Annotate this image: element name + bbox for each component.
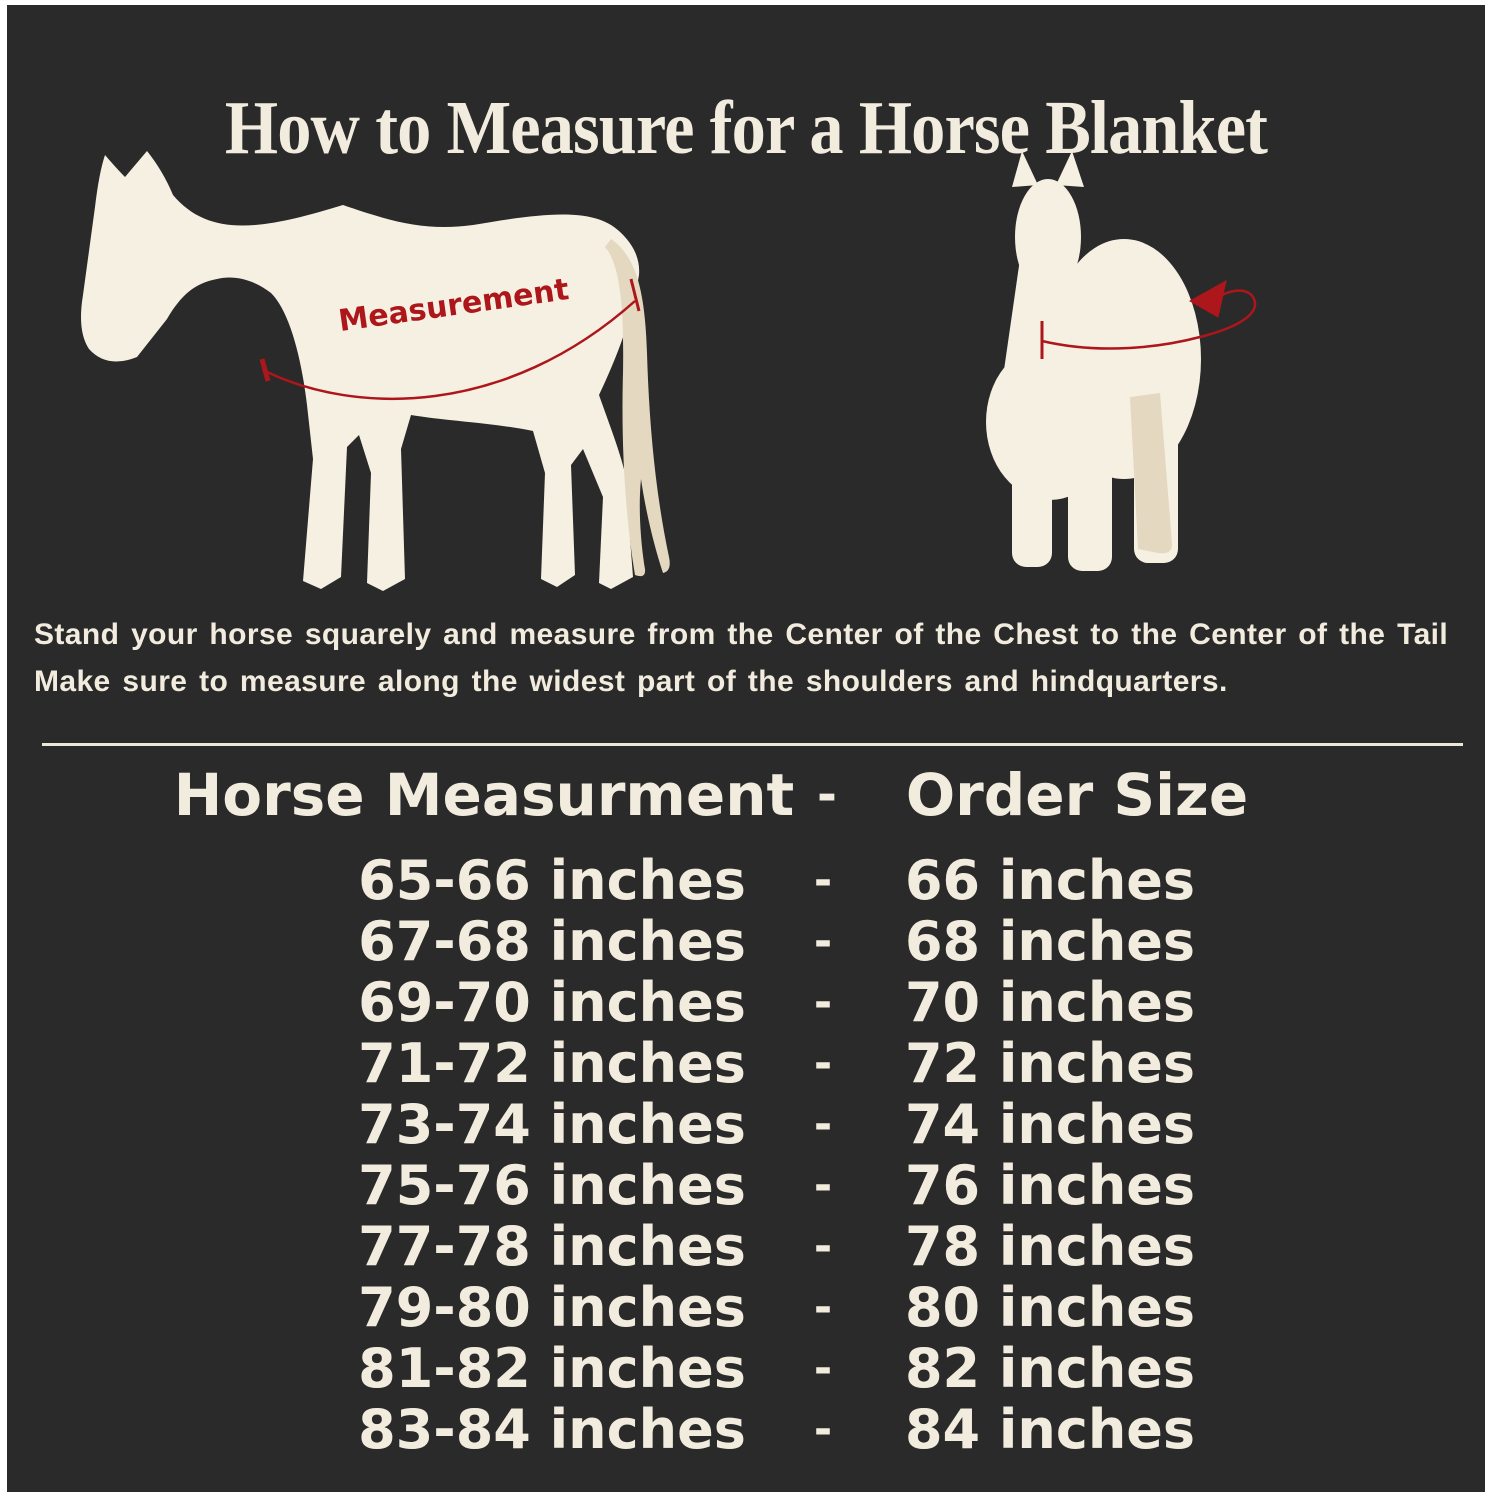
table-row: 83-84 inches - 84 inches (7, 1399, 1491, 1460)
page-title: How to Measure for a Horse Blanket (224, 85, 1268, 170)
measuring-instructions: Stand your horse squarely and measure fr… (34, 611, 1475, 705)
row-separator: - (813, 1343, 833, 1394)
row-order-size: 66 inches (904, 849, 1196, 912)
table-row: 73-74 inches - 74 inches (7, 1094, 1491, 1155)
front-horse-tail (1130, 393, 1173, 554)
table-row: 71-72 inches - 72 inches (7, 1033, 1491, 1094)
divider-line (42, 743, 1463, 746)
row-order-size: 80 inches (904, 1276, 1196, 1339)
front-horse-diagram (986, 151, 1257, 571)
measurement-end-tick (629, 278, 641, 312)
header-separator: - (817, 767, 837, 823)
row-measurement: 75-76 inches (358, 1154, 746, 1217)
row-separator: - (813, 1282, 833, 1333)
table-row: 65-66 inches - 66 inches (7, 850, 1491, 911)
row-measurement: 71-72 inches (358, 1032, 746, 1095)
row-measurement: 73-74 inches (358, 1093, 746, 1156)
row-separator: - (813, 1221, 833, 1272)
row-measurement: 67-68 inches (358, 910, 746, 973)
measurement-line (264, 300, 636, 401)
girth-arrowhead (1188, 280, 1227, 318)
row-order-size: 68 inches (904, 910, 1196, 973)
row-measurement: 81-82 inches (358, 1337, 746, 1400)
table-row: 69-70 inches - 70 inches (7, 972, 1491, 1033)
row-order-size: 74 inches (904, 1093, 1196, 1156)
table-row: 81-82 inches - 82 inches (7, 1338, 1491, 1399)
row-measurement: 65-66 inches (358, 849, 746, 912)
header-horse-measurement: Horse Measurment (173, 761, 795, 829)
row-separator: - (813, 916, 833, 967)
row-order-size: 72 inches (904, 1032, 1196, 1095)
row-order-size: 76 inches (904, 1154, 1196, 1217)
row-measurement: 77-78 inches (358, 1215, 746, 1278)
row-measurement: 69-70 inches (358, 971, 746, 1034)
row-order-size: 70 inches (904, 971, 1196, 1034)
table-row: 79-80 inches - 80 inches (7, 1277, 1491, 1338)
size-table-header: Horse Measurment - Order Size (7, 759, 1491, 831)
row-measurement: 83-84 inches (358, 1398, 746, 1461)
table-row: 77-78 inches - 78 inches (7, 1216, 1491, 1277)
side-horse-tail (605, 239, 670, 577)
infographic-panel: How to Measure for a Horse Blanket Measu… (7, 5, 1485, 1492)
row-separator: - (813, 1160, 833, 1211)
table-row: 67-68 inches - 68 inches (7, 911, 1491, 972)
header-order-size: Order Size (905, 761, 1249, 829)
measurement-start-tick (259, 358, 271, 382)
row-separator: - (813, 1099, 833, 1150)
table-row: 75-76 inches - 76 inches (7, 1155, 1491, 1216)
row-order-size: 82 inches (904, 1337, 1196, 1400)
row-measurement: 79-80 inches (358, 1276, 746, 1339)
row-separator: - (813, 977, 833, 1028)
side-horse-silhouette (81, 151, 640, 591)
size-table-rows: 65-66 inches - 66 inches 67-68 inches - … (7, 850, 1491, 1460)
row-order-size: 78 inches (904, 1215, 1196, 1278)
instructions-line-2: Make sure to measure along the widest pa… (34, 665, 1228, 698)
row-separator: - (813, 1404, 833, 1455)
side-horse-diagram: Measurement (81, 151, 670, 591)
row-separator: - (813, 855, 833, 906)
instructions-line-1: Stand your horse squarely and measure fr… (34, 618, 1449, 651)
girth-wrap-line (1041, 289, 1257, 350)
row-order-size: 84 inches (904, 1398, 1196, 1461)
row-separator: - (813, 1038, 833, 1089)
